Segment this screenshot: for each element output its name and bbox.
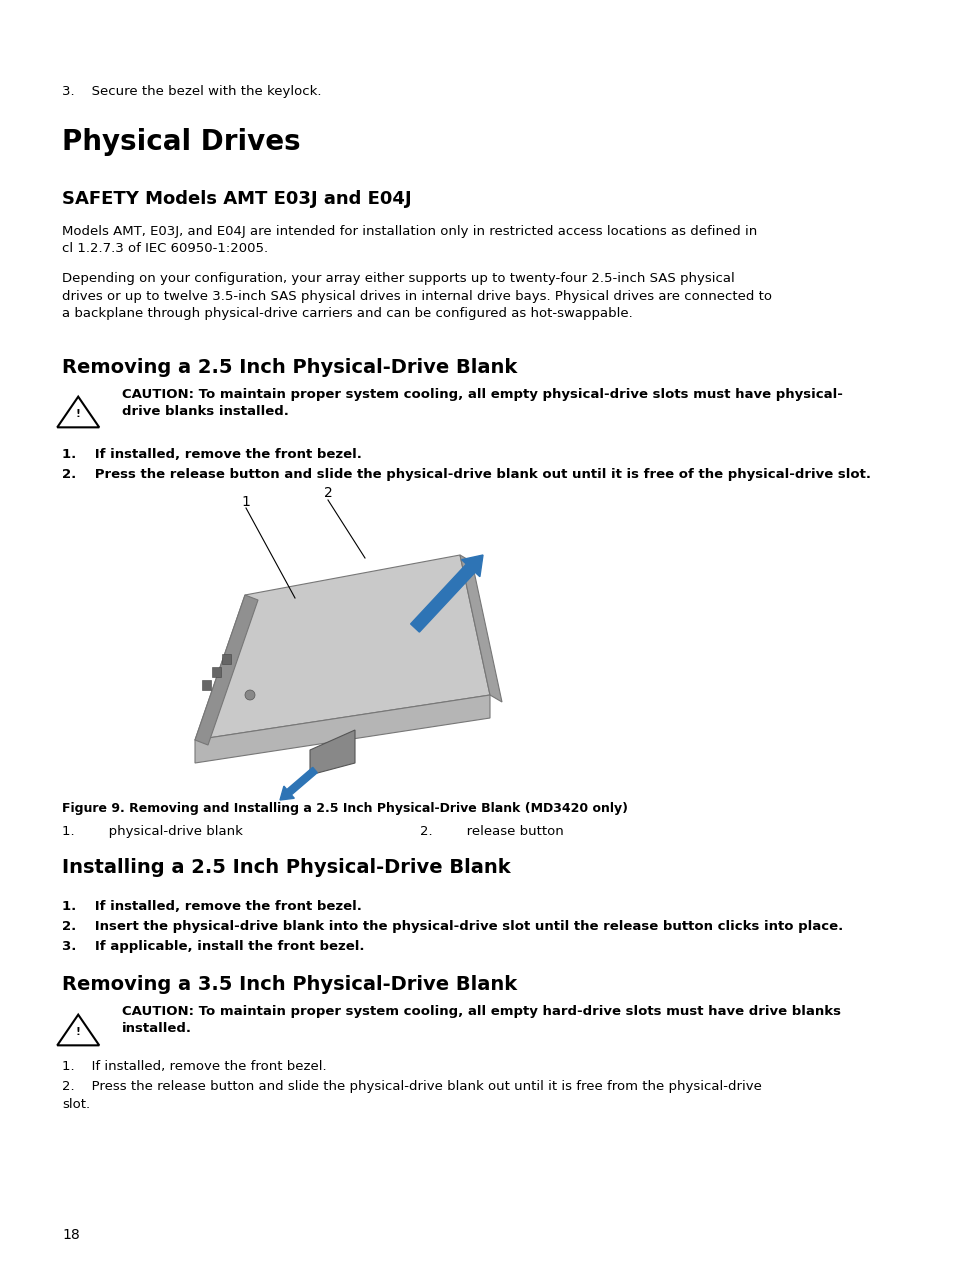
Polygon shape bbox=[212, 667, 221, 677]
Text: 3.    Secure the bezel with the keylock.: 3. Secure the bezel with the keylock. bbox=[62, 85, 321, 98]
Text: !: ! bbox=[75, 408, 81, 418]
Polygon shape bbox=[310, 730, 355, 775]
Polygon shape bbox=[194, 695, 490, 763]
Text: 1.    If installed, remove the front bezel.: 1. If installed, remove the front bezel. bbox=[62, 448, 361, 462]
Text: 2: 2 bbox=[323, 486, 332, 500]
Polygon shape bbox=[194, 595, 257, 746]
Text: 1.        physical-drive blank: 1. physical-drive blank bbox=[62, 825, 243, 838]
Text: 1.    If installed, remove the front bezel.: 1. If installed, remove the front bezel. bbox=[62, 900, 361, 913]
Text: CAUTION: To maintain proper system cooling, all empty physical-drive slots must : CAUTION: To maintain proper system cooli… bbox=[122, 388, 842, 418]
Polygon shape bbox=[194, 555, 490, 741]
Text: Depending on your configuration, your array either supports up to twenty-four 2.: Depending on your configuration, your ar… bbox=[62, 273, 771, 320]
Text: 2.    Press the release button and slide the physical-drive blank out until it i: 2. Press the release button and slide th… bbox=[62, 1080, 761, 1111]
FancyArrow shape bbox=[410, 555, 482, 631]
Text: 1: 1 bbox=[241, 495, 251, 508]
Polygon shape bbox=[202, 680, 211, 690]
Text: Figure 9. Removing and Installing a 2.5 Inch Physical-Drive Blank (MD3420 only): Figure 9. Removing and Installing a 2.5 … bbox=[62, 801, 627, 815]
Text: Installing a 2.5 Inch Physical-Drive Blank: Installing a 2.5 Inch Physical-Drive Bla… bbox=[62, 858, 510, 877]
Text: 1.    If installed, remove the front bezel.: 1. If installed, remove the front bezel. bbox=[62, 1060, 326, 1073]
Text: 18: 18 bbox=[62, 1227, 80, 1241]
FancyArrow shape bbox=[280, 767, 317, 800]
Text: 3.    If applicable, install the front bezel.: 3. If applicable, install the front beze… bbox=[62, 940, 364, 954]
Text: Removing a 2.5 Inch Physical-Drive Blank: Removing a 2.5 Inch Physical-Drive Blank bbox=[62, 358, 517, 377]
Polygon shape bbox=[222, 654, 231, 664]
Text: Physical Drives: Physical Drives bbox=[62, 128, 300, 156]
Text: 2.        release button: 2. release button bbox=[419, 825, 563, 838]
Text: SAFETY Models AMT E03J and E04J: SAFETY Models AMT E03J and E04J bbox=[62, 190, 411, 208]
Text: !: ! bbox=[75, 1027, 81, 1036]
Text: 2.    Insert the physical-drive blank into the physical-drive slot until the rel: 2. Insert the physical-drive blank into … bbox=[62, 921, 842, 933]
Circle shape bbox=[245, 690, 254, 700]
Text: Removing a 3.5 Inch Physical-Drive Blank: Removing a 3.5 Inch Physical-Drive Blank bbox=[62, 975, 517, 994]
Text: Models AMT, E03J, and E04J are intended for installation only in restricted acce: Models AMT, E03J, and E04J are intended … bbox=[62, 224, 757, 255]
Text: CAUTION: To maintain proper system cooling, all empty hard-drive slots must have: CAUTION: To maintain proper system cooli… bbox=[122, 1006, 841, 1036]
Text: 2.    Press the release button and slide the physical-drive blank out until it i: 2. Press the release button and slide th… bbox=[62, 468, 870, 481]
Polygon shape bbox=[459, 555, 501, 702]
